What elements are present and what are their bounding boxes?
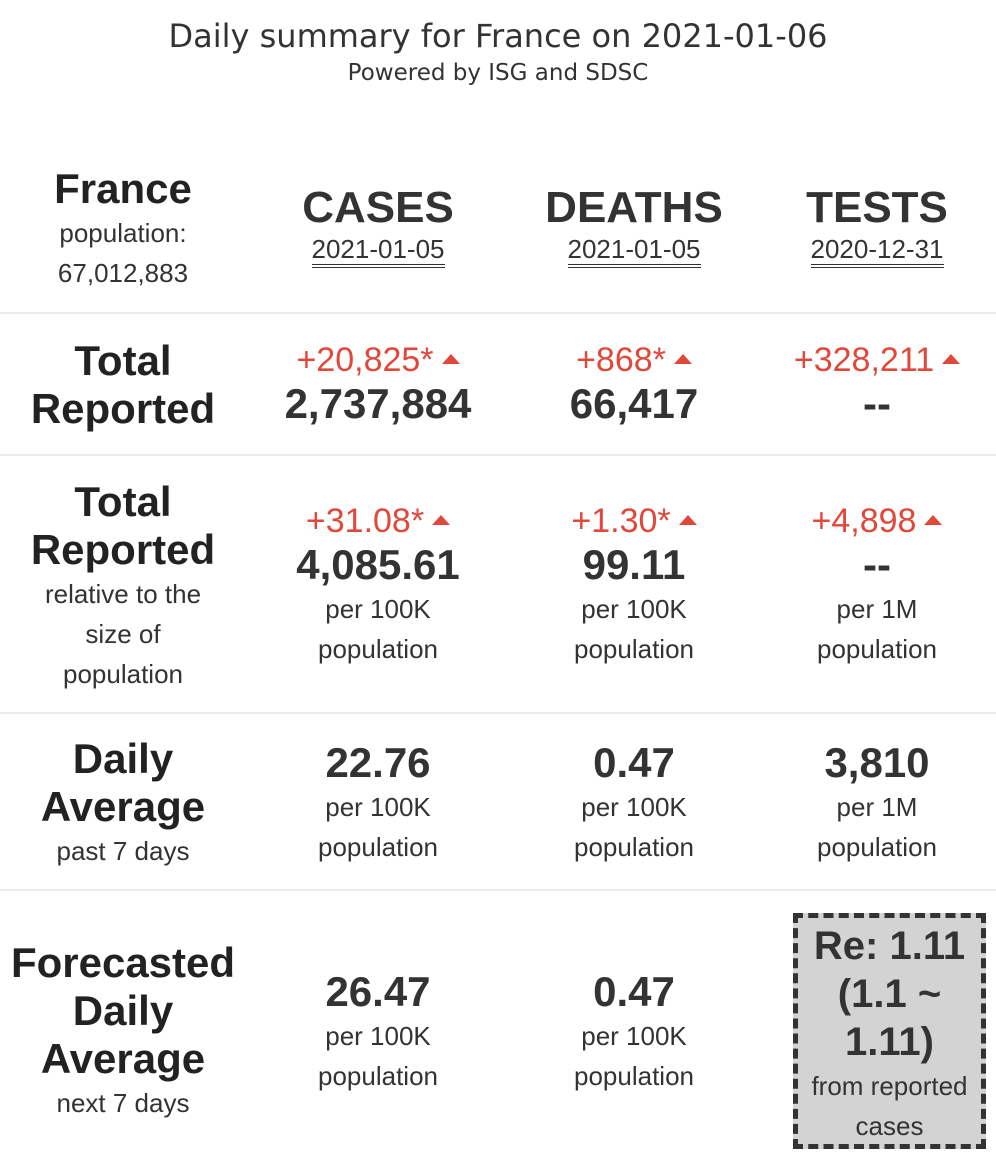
row-sublabel: past 7 days — [56, 836, 190, 866]
cell-forecast-cases: 26.47 per 100K population — [246, 968, 510, 1096]
delta-text: +4,898 — [811, 502, 917, 540]
average-value: 22.76 — [325, 739, 431, 786]
population-value: 67,012,883 — [57, 258, 189, 288]
average-value: 3,810 — [824, 739, 930, 786]
row-label-line: Total — [74, 337, 172, 384]
unit-line: population — [318, 1061, 438, 1091]
increase-arrow-icon — [432, 515, 451, 526]
unit-line: per 1M — [836, 792, 918, 822]
increase-arrow-icon — [673, 354, 692, 365]
row-label-line: Average — [40, 783, 206, 830]
cell-daily-cases: 22.76 per 100K population — [246, 739, 510, 867]
cell-relative-tests: +4,898 -- per 1M population — [758, 501, 996, 669]
row-label-forecast: Forecasted Daily Average next 7 days — [0, 939, 246, 1123]
unit-line: per 100K — [325, 1021, 431, 1051]
increase-arrow-icon — [924, 515, 943, 526]
delta-value: +31.08* — [246, 501, 510, 541]
average-value: 0.47 — [593, 739, 675, 786]
page-title: Daily summary for France on 2021-01-06 — [168, 17, 828, 55]
unit-line: population — [817, 832, 937, 862]
unit-line: population — [574, 832, 694, 862]
row-label-line: Reported — [30, 526, 216, 573]
relative-value: 4,085.61 — [296, 541, 460, 588]
delta-text: +328,211 — [793, 341, 935, 379]
relative-value: 99.11 — [582, 541, 686, 588]
unit-line: per 100K — [581, 1021, 687, 1051]
delta-value: +328,211 — [758, 340, 996, 380]
increase-arrow-icon — [441, 354, 460, 365]
unit-line: population — [318, 634, 438, 664]
row-label-line: Reported — [30, 385, 216, 432]
column-date: 2020-12-31 — [810, 235, 944, 268]
cell-total-tests: +328,211 -- — [758, 340, 996, 428]
column-header-deaths: DEATHS 2021-01-05 — [510, 183, 758, 268]
row-label-line: Daily — [72, 987, 174, 1034]
total-value: 66,417 — [569, 380, 699, 427]
delta-value: +20,825* — [246, 340, 510, 380]
total-value: 2,737,884 — [284, 380, 472, 427]
column-title: DEATHS — [545, 183, 723, 232]
re-note: from reported — [811, 1071, 968, 1101]
population-label: population: — [59, 218, 187, 248]
column-date: 2021-01-05 — [567, 235, 701, 268]
delta-value: +1.30* — [510, 501, 758, 541]
row-divider — [0, 312, 996, 314]
row-label-line: Total — [74, 478, 172, 525]
row-sublabel: next 7 days — [56, 1088, 190, 1118]
row-sublabel: population — [63, 659, 183, 689]
delta-text: +868* — [576, 341, 666, 379]
increase-arrow-icon — [678, 515, 697, 526]
column-title: TESTS — [806, 183, 948, 232]
cell-total-deaths: +868* 66,417 — [510, 340, 758, 428]
country-cell: France population: 67,012,883 — [0, 165, 246, 293]
row-divider — [0, 454, 996, 456]
column-date: 2021-01-05 — [311, 235, 445, 268]
cell-forecast-deaths: 0.47 per 100K population — [510, 968, 758, 1096]
re-range: (1.1 ~ — [837, 972, 942, 1016]
unit-line: population — [574, 634, 694, 664]
row-label-daily-average: Daily Average past 7 days — [0, 735, 246, 871]
row-divider — [0, 889, 996, 891]
cell-relative-deaths: +1.30* 99.11 per 100K population — [510, 501, 758, 669]
total-value: -- — [863, 380, 891, 427]
forecast-value: 26.47 — [325, 968, 431, 1015]
unit-line: population — [817, 634, 937, 664]
delta-text: +31.08* — [305, 502, 425, 540]
row-label-line: Daily — [72, 735, 174, 782]
forecast-value: 0.47 — [593, 968, 675, 1015]
delta-text: +1.30* — [571, 502, 671, 540]
unit-line: per 100K — [325, 594, 431, 624]
row-label-line: Forecasted — [10, 939, 236, 986]
column-title: CASES — [302, 183, 454, 232]
cell-daily-deaths: 0.47 per 100K population — [510, 739, 758, 867]
country-name: France — [54, 165, 192, 212]
cell-daily-tests: 3,810 per 1M population — [758, 739, 996, 867]
re-note: cases — [855, 1111, 924, 1141]
increase-arrow-icon — [942, 354, 961, 365]
re-value: Re: 1.11 — [813, 924, 966, 968]
cell-relative-cases: +31.08* 4,085.61 per 100K population — [246, 501, 510, 669]
row-label-line: Average — [40, 1035, 206, 1082]
column-header-tests: TESTS 2020-12-31 — [758, 183, 996, 268]
unit-line: per 100K — [581, 792, 687, 822]
row-sublabel: relative to the — [44, 579, 202, 609]
page-subtitle: Powered by ISG and SDSC — [347, 60, 649, 86]
cell-total-cases: +20,825* 2,737,884 — [246, 340, 510, 428]
unit-line: per 100K — [325, 792, 431, 822]
row-sublabel: size of — [85, 619, 161, 649]
row-divider — [0, 712, 996, 714]
unit-line: population — [574, 1061, 694, 1091]
reproduction-number-box: Re: 1.11 (1.1 ~ 1.11) from reported case… — [793, 913, 986, 1149]
unit-line: per 1M — [836, 594, 918, 624]
delta-text: +20,825* — [296, 341, 434, 379]
re-range: 1.11) — [845, 1020, 934, 1064]
unit-line: population — [318, 832, 438, 862]
row-label-relative: Total Reported relative to the size of p… — [0, 478, 246, 694]
delta-value: +868* — [510, 340, 758, 380]
relative-value: -- — [863, 541, 891, 588]
unit-line: per 100K — [581, 594, 687, 624]
row-label-total-reported: Total Reported — [0, 337, 246, 433]
delta-value: +4,898 — [758, 501, 996, 541]
column-header-cases: CASES 2021-01-05 — [246, 183, 510, 268]
